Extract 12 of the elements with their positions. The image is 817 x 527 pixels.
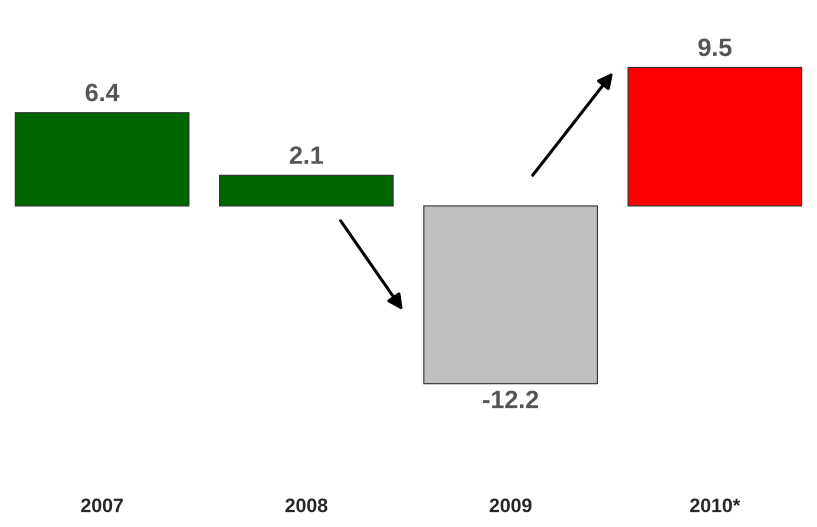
x-tick-label: 2008	[285, 498, 328, 512]
bar	[219, 174, 394, 206]
bar	[423, 205, 598, 384]
data-label: 6.4	[86, 84, 120, 102]
data-label: -12.2	[483, 390, 538, 408]
bar	[628, 66, 802, 206]
x-tick-label: 2009	[490, 498, 532, 512]
x-tick-label: 2007	[81, 498, 123, 512]
data-label: 2.1	[290, 146, 324, 164]
x-tick-label: 2010*	[690, 498, 740, 512]
bar	[14, 112, 190, 206]
data-label: 9.5	[698, 38, 732, 56]
